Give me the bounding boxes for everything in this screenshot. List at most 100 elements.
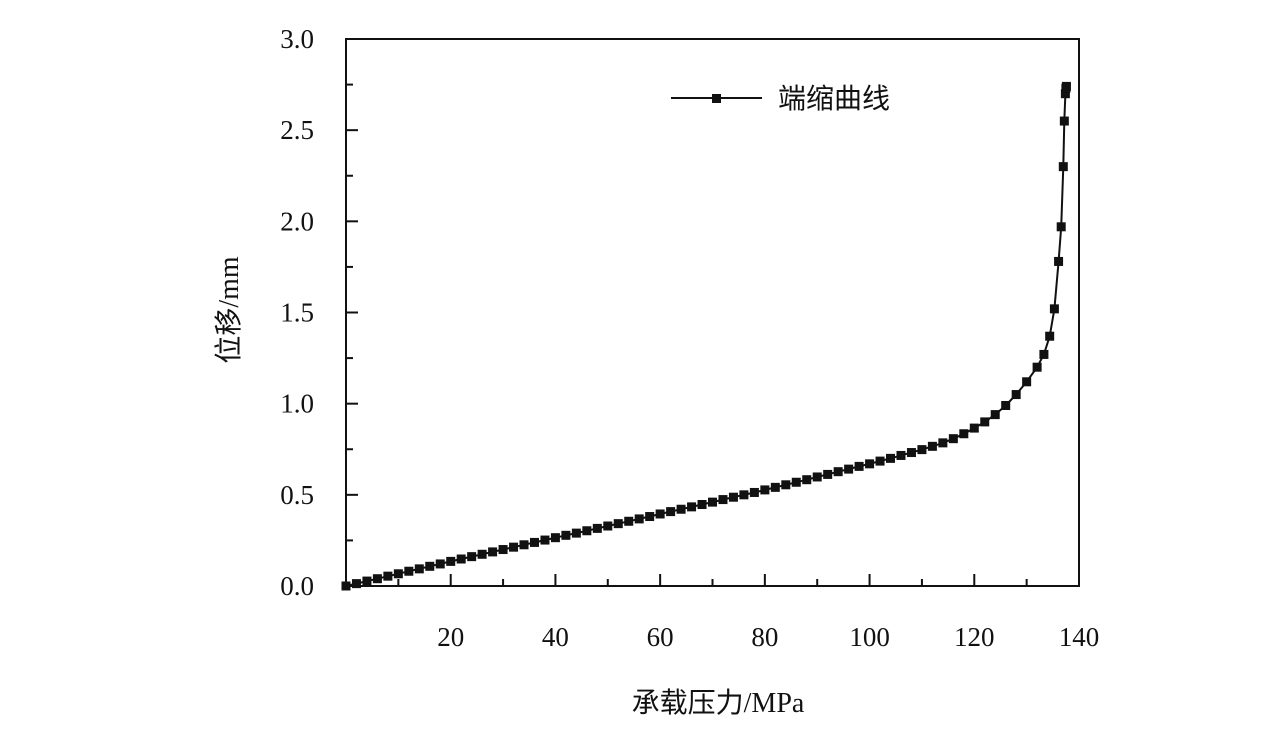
- data-point: [666, 507, 676, 517]
- data-point: [404, 566, 414, 576]
- x-tick-label: 20: [437, 622, 464, 652]
- data-point: [980, 417, 990, 427]
- data-point: [708, 497, 717, 507]
- data-point: [414, 564, 424, 574]
- y-tick-label: 2.5: [280, 115, 314, 145]
- x-axis-ticks: 20 40 60 80 100 120 140: [397, 574, 1100, 652]
- data-point: [844, 464, 854, 474]
- data-point: [1054, 256, 1064, 266]
- x-tick-label: 60: [647, 622, 674, 652]
- data-point: [519, 540, 529, 550]
- data-point: [603, 521, 613, 531]
- data-point: [927, 441, 937, 451]
- data-point: [728, 492, 738, 502]
- data-point: [582, 526, 592, 536]
- data-point: [1045, 331, 1055, 341]
- data-point: [372, 574, 382, 584]
- data-point: [1059, 116, 1069, 126]
- data-point: [1032, 362, 1042, 372]
- data-point: [1060, 89, 1070, 99]
- y-tick-label: 2.0: [280, 206, 314, 236]
- data-point: [488, 547, 498, 557]
- data-point: [624, 516, 634, 526]
- x-tick-label: 80: [751, 622, 778, 652]
- data-point: [760, 485, 770, 495]
- data-point: [749, 487, 759, 497]
- data-point: [645, 512, 655, 522]
- data-point: [990, 410, 1000, 420]
- data-point: [1011, 390, 1021, 400]
- data-point: [896, 450, 906, 460]
- y-tick-label: 1.0: [280, 389, 314, 419]
- data-point: [1022, 377, 1032, 387]
- data-point: [959, 429, 969, 439]
- data-point: [655, 509, 665, 519]
- data-point: [1039, 349, 1049, 359]
- data-point: [550, 533, 560, 543]
- data-point: [1056, 222, 1066, 232]
- data-point: [446, 556, 456, 566]
- x-tick-label: 100: [849, 622, 890, 652]
- y-tick-label: 0.5: [280, 480, 314, 510]
- data-point: [948, 434, 958, 444]
- data-point: [739, 490, 749, 500]
- data-point: [969, 423, 979, 433]
- data-point: [634, 514, 644, 524]
- x-tick-label: 40: [542, 622, 569, 652]
- y-tick-label: 3.0: [280, 24, 314, 54]
- data-point: [718, 495, 728, 505]
- data-point: [854, 461, 864, 471]
- legend: 端缩曲线: [671, 83, 890, 115]
- data-point: [425, 561, 435, 571]
- data-point: [477, 549, 487, 559]
- data-point: [697, 499, 707, 509]
- data-point: [812, 472, 822, 482]
- data-point: [561, 530, 571, 540]
- data-point: [833, 467, 843, 477]
- data-point: [906, 448, 916, 458]
- data-point: [1061, 81, 1071, 91]
- data-point: [1058, 162, 1068, 172]
- y-tick-label: 0.0: [280, 571, 314, 601]
- data-point: [592, 523, 602, 533]
- data-point: [498, 545, 508, 555]
- data-point: [341, 581, 351, 591]
- data-point: [529, 537, 539, 547]
- data-point: [802, 475, 812, 485]
- data-point: [791, 477, 801, 487]
- legend-square-marker: [712, 94, 721, 103]
- data-point: [770, 482, 780, 492]
- data-point: [875, 456, 885, 466]
- x-tick-label: 140: [1059, 622, 1100, 652]
- data-point: [362, 576, 372, 586]
- data-point: [540, 535, 550, 545]
- data-point: [687, 502, 697, 512]
- data-point: [676, 504, 686, 514]
- data-point: [938, 438, 948, 448]
- plot-area: [341, 81, 1071, 591]
- data-point: [886, 453, 896, 463]
- series-line: [345, 86, 1068, 587]
- data-point: [435, 559, 445, 569]
- data-point: [1001, 400, 1011, 410]
- data-point: [467, 552, 477, 562]
- data-point: [456, 554, 466, 564]
- data-point: [383, 571, 393, 581]
- y-axis-title: 位移/mm: [213, 256, 245, 364]
- data-point: [1049, 304, 1059, 314]
- y-axis-ticks: 0.0 0.5 1.0 1.5 2.0 2.5 3.0: [280, 24, 358, 601]
- data-point: [865, 459, 875, 469]
- x-tick-label: 120: [954, 622, 995, 652]
- data-point: [613, 519, 623, 529]
- data-point: [393, 569, 403, 579]
- y-tick-label: 1.5: [280, 298, 314, 328]
- data-point: [509, 542, 519, 552]
- data-point: [917, 445, 927, 455]
- data-point: [571, 528, 581, 538]
- data-point: [351, 579, 361, 589]
- data-point: [823, 469, 833, 479]
- legend-label: 端缩曲线: [778, 83, 890, 115]
- data-point: [781, 480, 791, 490]
- x-axis-title: 承载压力/MPa: [632, 687, 805, 719]
